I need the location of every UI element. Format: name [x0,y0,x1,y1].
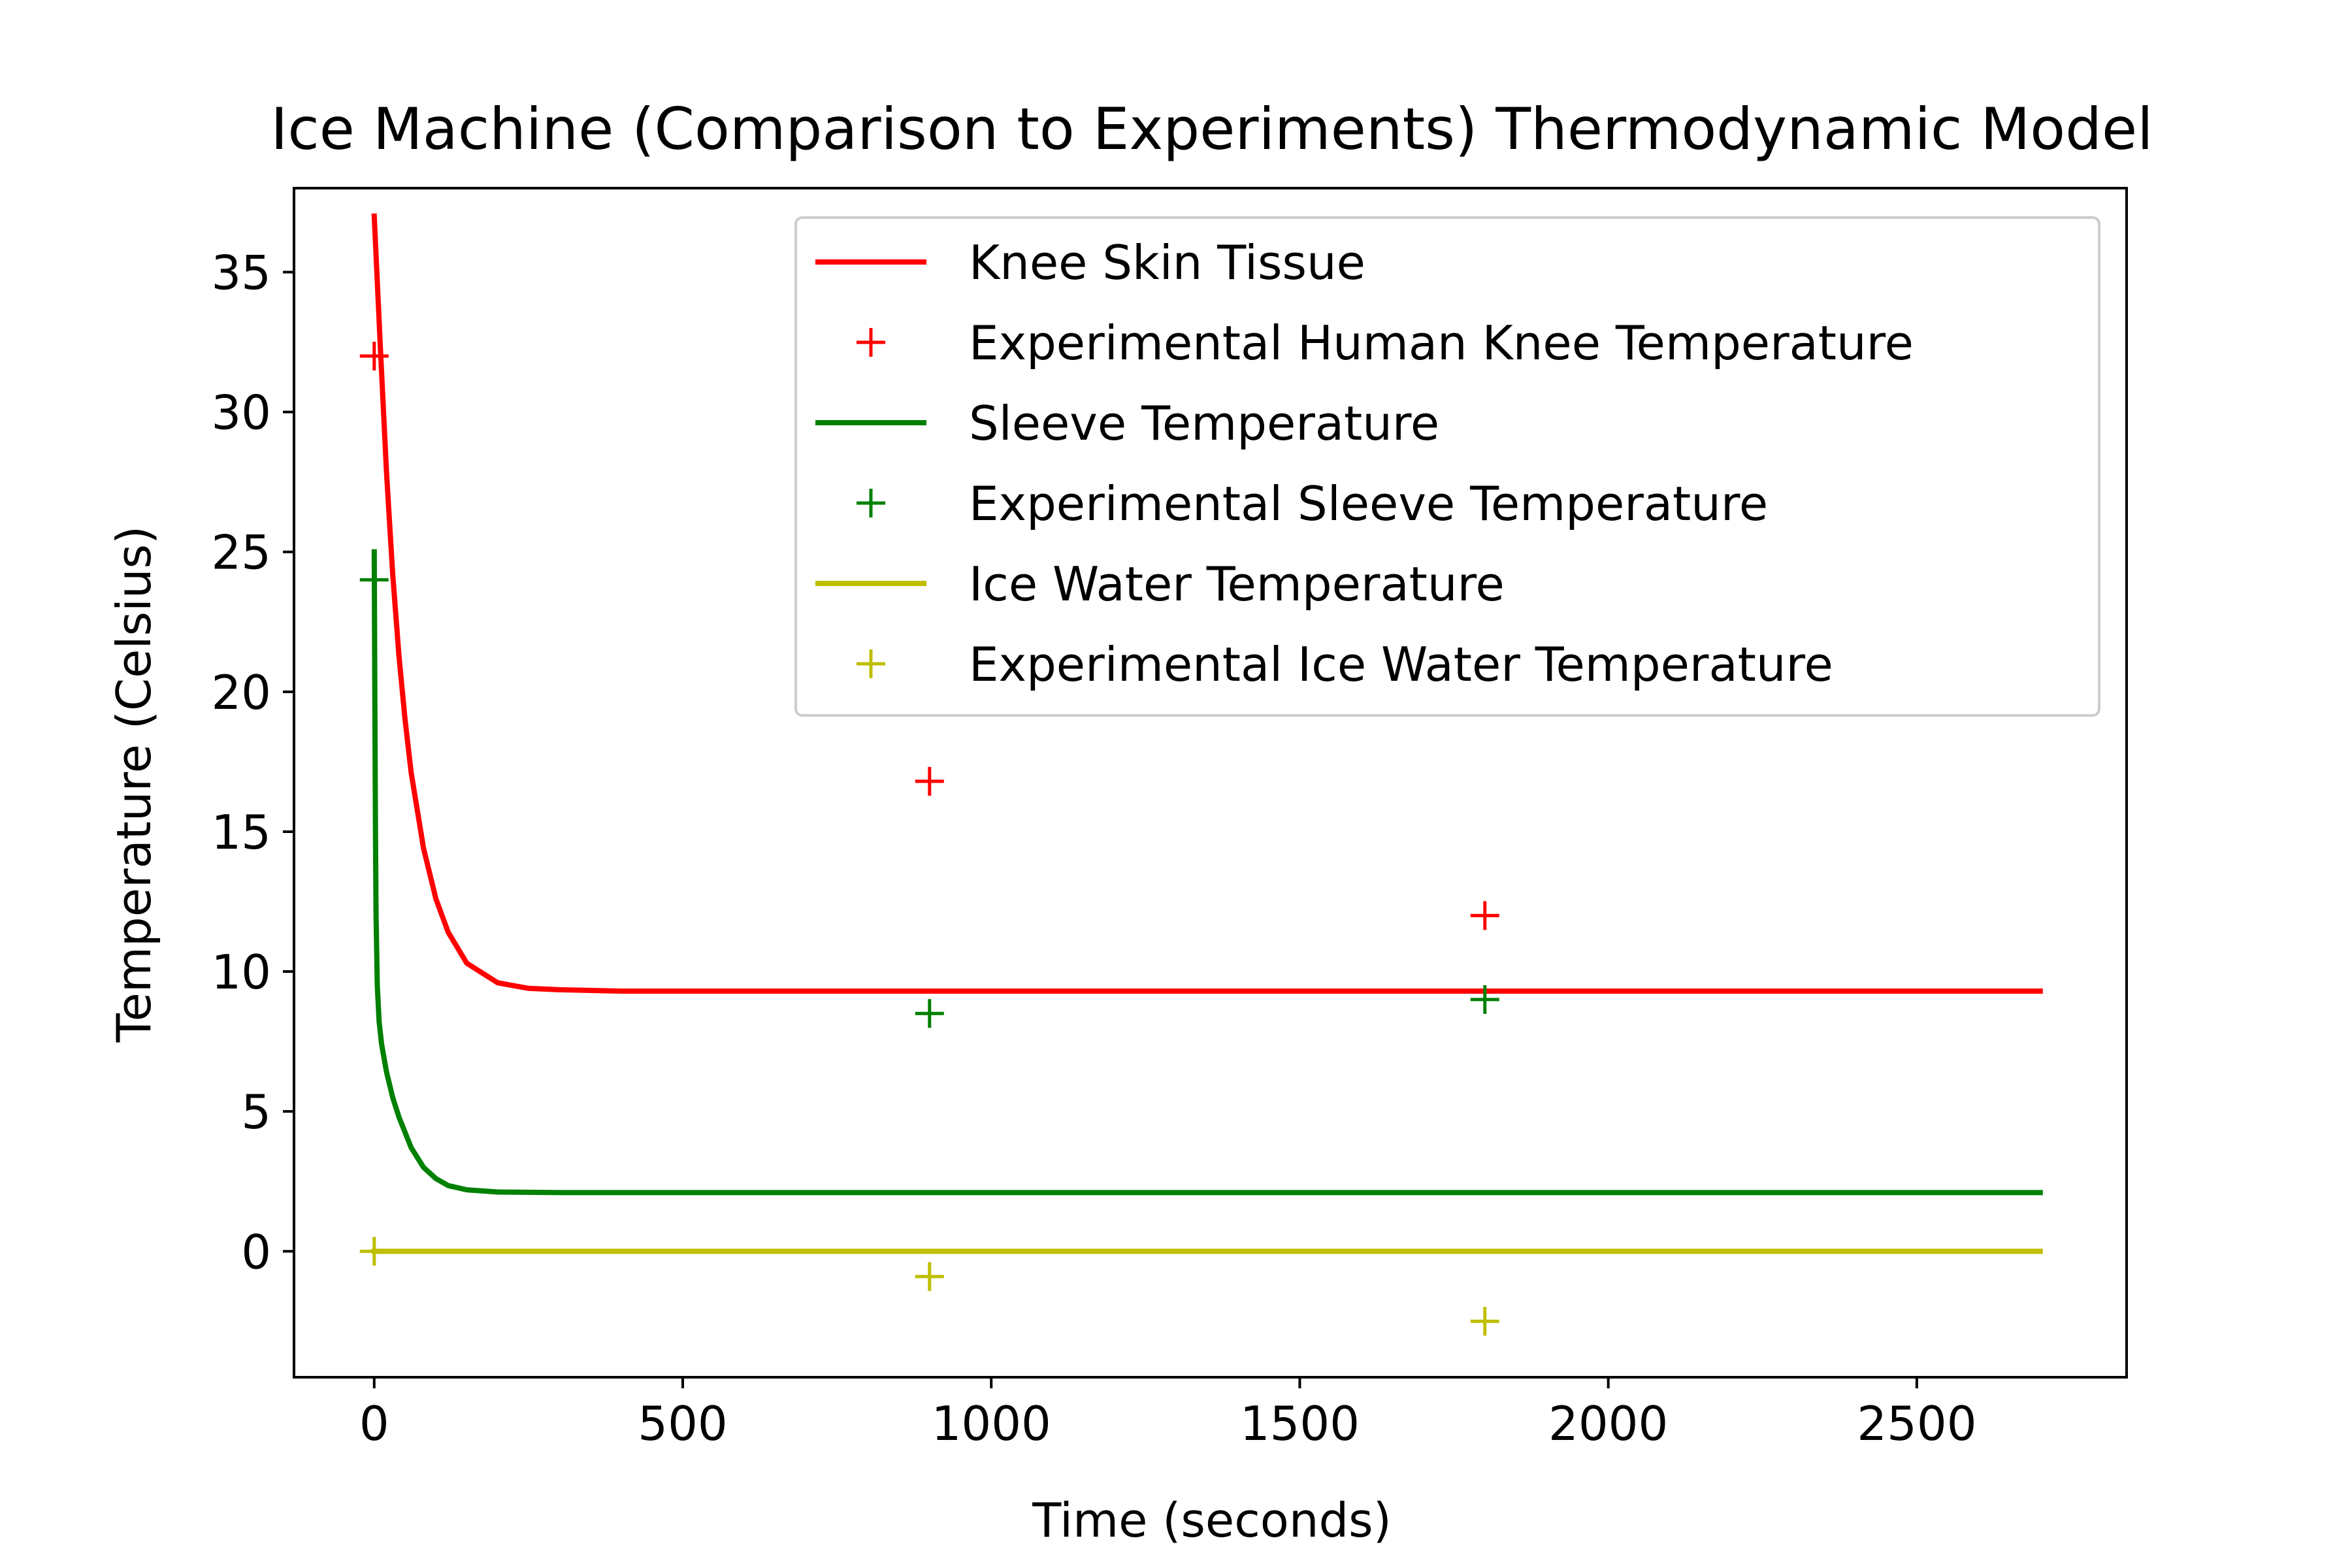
legend-entry-1: Knee Skin Tissue [815,235,1365,290]
legend-label: Sleeve Temperature [969,396,1439,451]
x-tick-label: 500 [638,1396,727,1451]
y-axis-label: Temperature (Celsius) [106,526,161,1043]
legend-marker-swatch [857,489,885,517]
series-line-2 [371,549,2043,1196]
y-tick-label: 0 [241,1224,271,1279]
axes-frame [293,187,2128,1379]
legend-label: Experimental Human Knee Temperature [969,316,1914,370]
legend-entry-4: Experimental Sleeve Temperature [857,476,1768,531]
x-tick-label: 2000 [1548,1396,1668,1451]
legend-label: Ice Water Temperature [969,557,1505,612]
legend-marker-swatch [857,328,885,357]
legend-marker-swatch [857,649,885,678]
y-tick-label: 20 [211,665,271,720]
series-line-1 [371,213,2043,994]
legend-entry-2: Experimental Human Knee Temperature [857,316,1914,370]
data-point-2-2 [915,999,944,1028]
data-point-3-2 [915,1262,944,1291]
data-point-1-3 [1470,901,1499,930]
legend-label: Experimental Sleeve Temperature [969,476,1768,531]
data-point-3-3 [1470,1307,1499,1336]
data-point-1-1 [359,341,389,370]
legend-box [794,216,2100,717]
legend-label: Experimental Ice Water Temperature [969,637,1833,692]
data-point-2-1 [359,565,389,595]
legend-entry-3: Sleeve Temperature [815,396,1439,451]
x-tick-label: 0 [359,1396,389,1451]
series-group [359,213,2043,1336]
legend-entry-6: Experimental Ice Water Temperature [857,637,1833,692]
legend-label: Knee Skin Tissue [969,235,1365,290]
y-tick-label: 15 [211,805,271,860]
x-tick-label: 2500 [1857,1396,1976,1451]
data-point-1-2 [915,766,944,796]
x-tick-label: 1500 [1240,1396,1360,1451]
plot-area [359,213,2043,1336]
x-axis-label: Time (seconds) [1032,1493,1392,1548]
axes: 0 500 1000 1500 2000 2500 0 5 10 15 20 25 30 35 [211,187,2128,1451]
legend-entry-5: Ice Water Temperature [815,557,1505,612]
y-tick-label: 35 [211,245,271,300]
y-tick-label: 25 [211,525,271,580]
legend: Knee Skin Tissue Experimental Human Knee … [794,216,2100,717]
y-tick-label: 5 [241,1085,271,1139]
y-tick-label: 10 [211,945,271,1000]
data-point-2-3 [1470,985,1499,1014]
y-tick-label: 30 [211,385,271,440]
data-point-3-1 [359,1237,389,1266]
chart-title: Ice Machine (Comparison to Experiments) … [270,95,2153,163]
x-tick-label: 1000 [932,1396,1051,1451]
